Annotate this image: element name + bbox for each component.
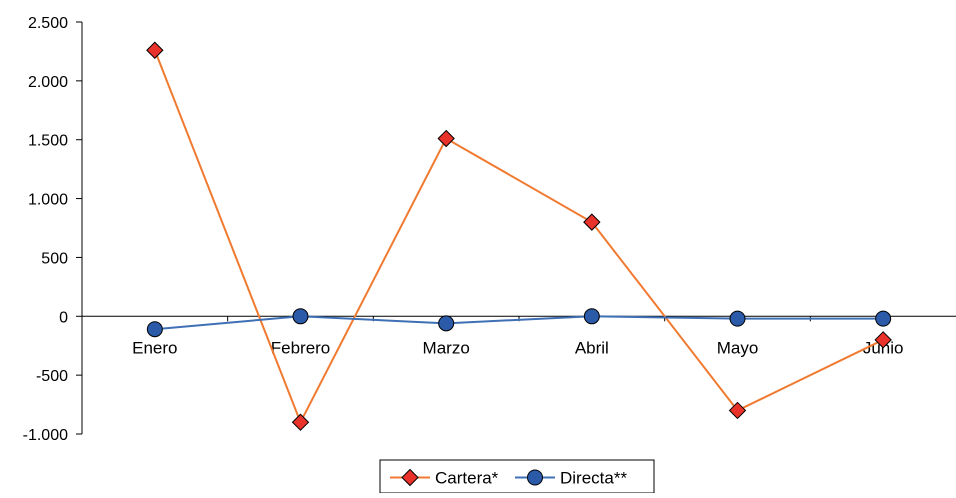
data-point-1-4 bbox=[729, 310, 746, 327]
data-point-1-1 bbox=[292, 308, 309, 325]
x-tick-label: Mayo bbox=[717, 338, 759, 357]
legend-label-1: Directa** bbox=[560, 469, 627, 488]
y-tick-labels: 2.500 2.000 1.500 1.000 500 0 -500 -1.000 bbox=[23, 15, 68, 444]
x-tick-labels: EneroFebreroMarzoAbrilMayoJunio bbox=[132, 338, 903, 357]
data-point-1-3 bbox=[583, 308, 600, 325]
y-tick-label: -1.000 bbox=[23, 427, 68, 444]
series-markers bbox=[146, 41, 892, 431]
data-point-1-2 bbox=[438, 315, 455, 332]
legend-marker-0 bbox=[401, 468, 419, 487]
data-point-0-0 bbox=[146, 41, 164, 59]
y-tick-label: 500 bbox=[41, 250, 68, 267]
x-tick-label: Marzo bbox=[423, 338, 470, 357]
data-point-1-0 bbox=[146, 321, 163, 338]
y-tick-label: 2.500 bbox=[28, 15, 68, 32]
y-tick-label: 1.000 bbox=[28, 192, 68, 209]
y-tick-label: 0 bbox=[59, 309, 68, 326]
legend-label-0: Cartera* bbox=[435, 469, 499, 488]
y-tick-label: 1.500 bbox=[28, 133, 68, 150]
data-point-0-3 bbox=[583, 213, 601, 231]
data-point-0-1 bbox=[291, 413, 310, 431]
y-tick-label: 2.000 bbox=[28, 74, 68, 91]
series-lines bbox=[153, 49, 884, 425]
x-tick-label: Abril bbox=[575, 338, 609, 357]
legend: Cartera* Directa** bbox=[379, 459, 655, 494]
data-point-1-5 bbox=[875, 310, 892, 327]
x-tick-label: Febrero bbox=[271, 338, 331, 357]
y-tick-label: -500 bbox=[36, 368, 68, 385]
data-point-0-4 bbox=[728, 401, 747, 420]
data-point-0-2 bbox=[437, 129, 455, 148]
legend-marker-1 bbox=[527, 469, 543, 486]
x-tick-label: Enero bbox=[132, 338, 177, 357]
series-line-0 bbox=[153, 49, 884, 425]
series-line-1 bbox=[154, 315, 884, 331]
data-point-0-5 bbox=[874, 331, 892, 349]
axes-group bbox=[76, 21, 956, 435]
